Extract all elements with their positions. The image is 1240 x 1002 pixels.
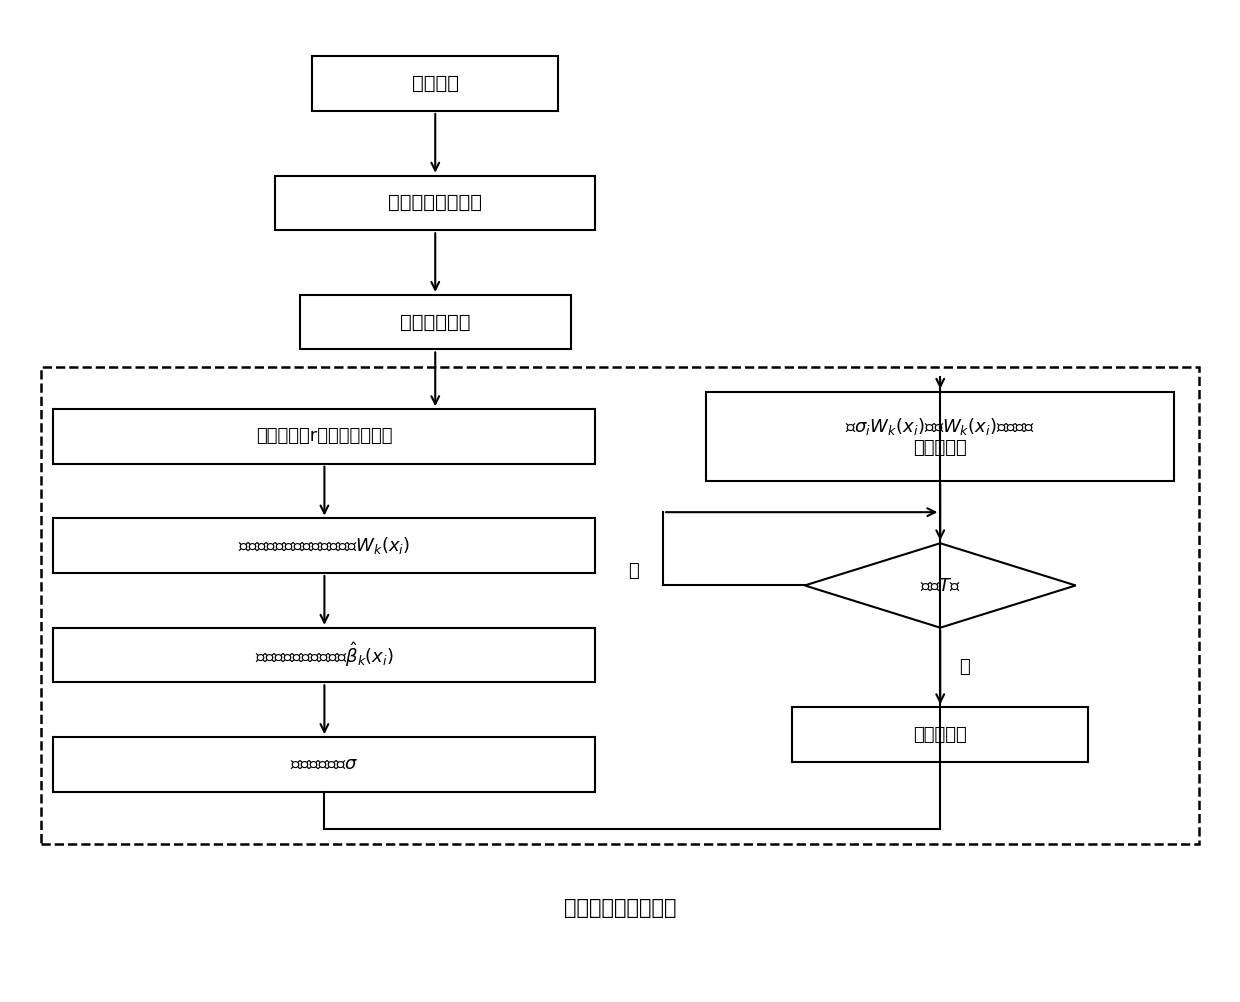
- Text: 齿形数据: 齿形数据: [412, 74, 459, 93]
- Text: 求每个观测点的局部拟合权值$\mathit{W}_{k}(x_i)$: 求每个观测点的局部拟合权值$\mathit{W}_{k}(x_i)$: [238, 535, 410, 556]
- Text: 粗大误差数据处理: 粗大误差数据处理: [388, 193, 482, 212]
- FancyBboxPatch shape: [792, 707, 1087, 762]
- FancyBboxPatch shape: [707, 392, 1174, 481]
- FancyBboxPatch shape: [53, 518, 595, 573]
- Polygon shape: [805, 543, 1076, 627]
- Text: 强局部加权回归算法: 强局部加权回归算法: [564, 899, 676, 919]
- Text: 选取适当的r，确定窗口宽度: 选取适当的r，确定窗口宽度: [257, 428, 393, 446]
- Text: 求局部拟合多项式系数$\hat{\beta}_k(x_i)$: 求局部拟合多项式系数$\hat{\beta}_k(x_i)$: [255, 640, 394, 669]
- Text: 求各点的残差$\sigma$: 求各点的残差$\sigma$: [290, 756, 358, 774]
- FancyBboxPatch shape: [53, 627, 595, 682]
- FancyBboxPatch shape: [275, 175, 595, 230]
- FancyBboxPatch shape: [53, 737, 595, 792]
- Text: 滑动均值滤波: 滑动均值滤波: [401, 313, 470, 332]
- Text: 用$\sigma_i\mathit{W}_k(x_i)$代替$\mathit{W}_k(x_i)$重新进行
多项式拟合: 用$\sigma_i\mathit{W}_k(x_i)$代替$\mathit{W…: [846, 416, 1035, 457]
- Text: 迭代$T$次: 迭代$T$次: [920, 576, 961, 594]
- FancyBboxPatch shape: [53, 409, 595, 464]
- Text: 否: 否: [627, 561, 639, 579]
- FancyBboxPatch shape: [312, 56, 558, 111]
- Text: 是: 是: [959, 658, 970, 676]
- Text: 输出拟合值: 输出拟合值: [914, 725, 967, 743]
- FancyBboxPatch shape: [300, 295, 570, 350]
